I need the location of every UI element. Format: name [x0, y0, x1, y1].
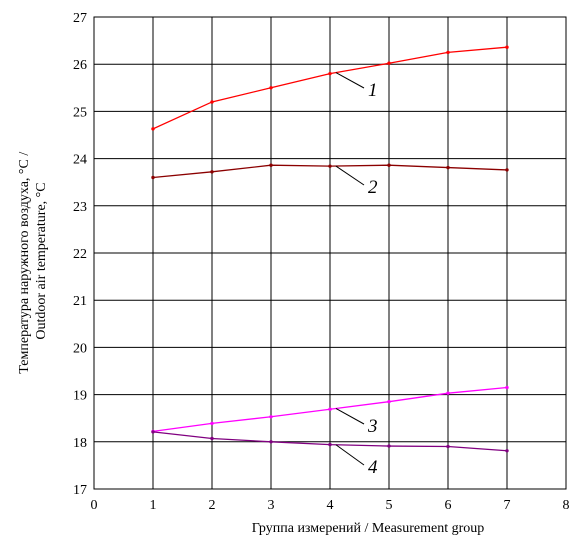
data-point-3	[328, 407, 332, 411]
data-point-1	[446, 50, 450, 55]
data-point-4	[505, 449, 509, 453]
data-point-4	[387, 444, 391, 448]
y-axis-title-line2: Outdoor air temperature, °C	[34, 182, 49, 339]
data-point-4	[210, 436, 214, 441]
y-tick-labels: 17 18 19 20 21 22 23 24 25 26 27	[73, 11, 87, 498]
y-tick-label: 21	[73, 294, 87, 309]
series-leader-line	[335, 444, 365, 466]
data-point-4	[446, 444, 450, 449]
data-point-2	[328, 164, 332, 168]
y-tick-label: 23	[73, 200, 87, 215]
x-axis-title: Группа измерений / Measurement group	[252, 521, 485, 536]
series-leader-line	[335, 72, 365, 89]
y-axis-title: Температура наружного воздуха, °C / Outd…	[17, 148, 49, 373]
x-tick-label: 5	[386, 498, 393, 513]
y-tick-label: 27	[73, 11, 87, 26]
data-point-3	[269, 415, 273, 419]
data-point-4	[151, 430, 155, 434]
y-tick-label: 18	[73, 436, 87, 451]
y-tick-label: 22	[73, 247, 87, 262]
series-leader-line	[335, 165, 365, 186]
data-point-2	[387, 163, 391, 167]
data-point-4	[269, 440, 273, 444]
grid	[93, 16, 567, 490]
y-tick-label: 24	[73, 153, 87, 168]
y-axis-title-line1: Температура наружного воздуха, °C /	[17, 152, 32, 374]
data-point-2	[269, 163, 273, 167]
series-group	[151, 45, 509, 453]
series-labels: 1 2 3 4	[335, 72, 378, 478]
y-tick-label: 20	[73, 341, 87, 356]
data-point-4	[328, 442, 332, 447]
data-point-2	[505, 168, 509, 172]
plot-frame	[93, 16, 567, 490]
x-tick-label: 1	[150, 498, 157, 513]
series-label: 1	[368, 80, 378, 101]
data-point-3	[505, 385, 509, 390]
series-label: 2	[368, 177, 378, 198]
data-point-3	[210, 421, 214, 426]
data-point-2	[151, 175, 155, 180]
x-tick-label: 8	[563, 498, 570, 513]
data-point-1	[387, 61, 391, 65]
data-point-3	[387, 399, 391, 404]
x-tick-label: 2	[209, 498, 216, 513]
x-tick-label: 4	[327, 498, 334, 513]
x-tick-label: 0	[91, 498, 98, 513]
y-tick-label: 19	[73, 389, 87, 404]
y-tick-label: 17	[73, 483, 87, 498]
x-tick-label: 7	[504, 498, 511, 513]
x-tick-label: 3	[268, 498, 275, 513]
series-label: 3	[367, 416, 378, 437]
x-tick-labels: 0 1 2 3 4 5 6 7 8	[91, 498, 570, 513]
data-point-2	[210, 170, 214, 174]
data-point-1	[505, 45, 509, 49]
data-point-2	[446, 165, 450, 170]
x-tick-label: 6	[445, 498, 452, 513]
y-tick-label: 25	[73, 105, 87, 120]
y-tick-label: 26	[73, 58, 87, 73]
data-point-3	[446, 391, 450, 395]
data-point-1	[151, 127, 155, 131]
data-point-1	[328, 71, 332, 76]
series-label: 4	[368, 457, 378, 478]
data-point-1	[269, 86, 273, 90]
series-leader-line	[335, 408, 365, 425]
data-point-1	[210, 100, 214, 104]
